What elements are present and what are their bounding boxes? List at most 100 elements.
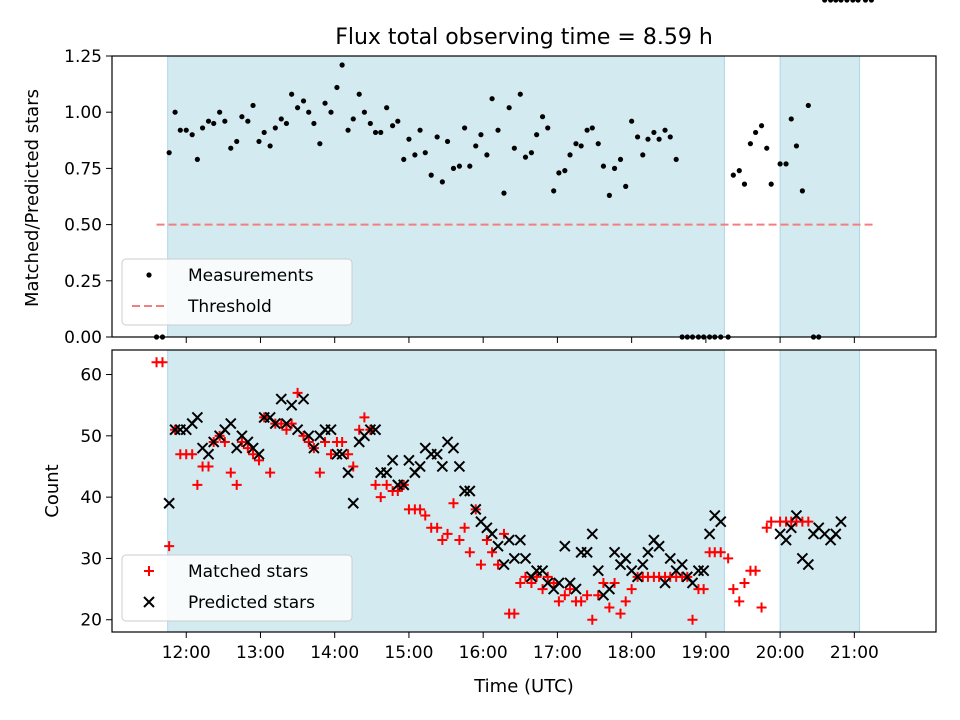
x-tick-label: 15:00: [384, 643, 433, 663]
top-measurement-point: [562, 168, 568, 174]
top-measurement-point: [367, 120, 373, 127]
bottom-predicted-star-point: [398, 479, 410, 491]
bottom-predicted-star-point: [835, 515, 847, 528]
bottom-matched-star-point: [320, 436, 331, 447]
bottom-predicted-star-point: [285, 399, 298, 411]
bottom-matched-star-point: [464, 547, 475, 558]
top-measurement-point: [356, 91, 362, 97]
bottom-matched-star-point: [475, 559, 486, 570]
bottom-predicted-star-point: [291, 423, 304, 436]
bottom-matched-star-point: [448, 498, 459, 509]
top-measurement-point: [417, 127, 423, 133]
bottom-y-tick-label: 60: [80, 366, 102, 386]
bottom-predicted-star-point: [592, 564, 604, 577]
top-measurement-point: [506, 105, 512, 111]
top-measurement-point: [450, 165, 457, 171]
top-measurement-point: [205, 118, 212, 124]
top-measurement-point: [256, 138, 262, 145]
bottom-predicted-star-point: [470, 503, 482, 516]
bottom-predicted-star-point: [280, 417, 293, 430]
bottom-matched-star-point: [553, 596, 564, 607]
bottom-predicted-star-point: [486, 528, 498, 540]
bottom-predicted-star-point: [364, 423, 377, 436]
top-measurement-point: [328, 109, 334, 115]
bottom-predicted-star-point: [336, 448, 348, 460]
top-measurement-point: [361, 109, 367, 115]
top-measurement-point: [278, 116, 284, 122]
top-measurement-point: [862, 0, 869, 3]
bottom-matched-star-point: [381, 479, 392, 490]
bottom-matched-star-point: [242, 443, 253, 454]
bottom-matched-star-point: [542, 571, 553, 582]
top-measurement-point: [478, 132, 484, 138]
top-measurement-point: [551, 188, 557, 194]
top-measurement-point: [473, 143, 479, 149]
top-measurement-point: [850, 0, 856, 3]
bottom-matched-star-point: [723, 553, 734, 564]
bottom-predicted-star-point: [191, 411, 204, 424]
top-measurement-point: [222, 118, 228, 124]
top-measurement-point: [556, 170, 562, 176]
top-measurement-point: [390, 123, 396, 129]
bottom-matched-star-point: [739, 577, 750, 588]
bottom-predicted-star-point: [603, 583, 616, 595]
top-measurement-point: [517, 91, 523, 97]
bottom-predicted-star-point: [303, 430, 315, 442]
bottom-predicted-star-point: [347, 497, 359, 509]
bottom-matched-star-point: [337, 436, 348, 447]
top-measurement-point: [183, 127, 189, 133]
bottom-matched-star-point: [354, 424, 365, 435]
bottom-matched-star-point: [598, 577, 609, 588]
top-measurement-point: [600, 163, 607, 169]
bottom-predicted-star-point: [581, 546, 593, 559]
bottom-predicted-star-point: [553, 577, 565, 589]
bottom-predicted-star-point: [369, 423, 382, 436]
top-measurement-point: [768, 181, 774, 187]
top-legend-label: Threshold: [187, 297, 272, 317]
x-tick-label: 13:00: [236, 643, 285, 663]
top-measurement-point: [634, 134, 641, 140]
bottom-matched-star-point: [481, 535, 492, 546]
bottom-matched-star-point: [303, 436, 314, 447]
bottom-y-axis-label: Count: [42, 464, 63, 517]
bottom-predicted-star-point: [464, 485, 476, 497]
bottom-matched-star-point: [348, 461, 359, 472]
top-measurement-point: [239, 114, 245, 120]
bottom-matched-star-point: [442, 528, 453, 539]
bottom-predicted-star-point: [697, 564, 710, 577]
top-measurement-point: [189, 132, 195, 138]
bottom-panel: 20 30 40 50 60 12:00 13:00 14:00 15:00 16:00 17:00…: [80, 350, 937, 663]
bottom-matched-star-point: [420, 510, 431, 521]
x-tick-label: 14:00: [310, 643, 359, 663]
bottom-predicted-star-point: [686, 577, 699, 589]
bottom-predicted-star-point: [631, 571, 644, 583]
top-measurement-point: [378, 129, 384, 136]
top-measurement-point: [578, 143, 584, 149]
bottom-predicted-star-point: [676, 558, 688, 571]
top-measurement-point: [462, 125, 468, 131]
top-measurement-point: [522, 154, 529, 160]
top-measurement-point: [584, 127, 590, 133]
top-y-tick-label: 0.50: [64, 216, 102, 236]
top-measurement-point: [245, 118, 251, 124]
bottom-predicted-star-point: [785, 522, 797, 534]
top-measurement-point: [289, 91, 295, 97]
top-measurement-point: [640, 152, 646, 158]
bottom-matched-star-point: [392, 486, 403, 496]
top-measurement-point: [501, 190, 507, 196]
top-measurement-point: [484, 152, 490, 158]
bottom-matched-star-point: [203, 461, 214, 472]
bottom-y-tick-label: 40: [80, 488, 102, 508]
bottom-matched-star-point: [265, 467, 276, 478]
top-measurement-point: [334, 84, 340, 91]
top-measurement-point: [667, 134, 673, 140]
bottom-matched-star-point: [292, 387, 303, 398]
x-tick-label: 21:00: [830, 643, 879, 663]
bottom-matched-star-point: [493, 559, 504, 570]
bottom-predicted-star-point: [653, 540, 665, 552]
bottom-matched-star-point: [231, 479, 242, 490]
bottom-legend-label: Matched stars: [188, 562, 308, 582]
top-measurement-point: [294, 105, 301, 111]
top-legend: [121, 258, 353, 326]
bottom-matched-star-point: [314, 467, 325, 478]
